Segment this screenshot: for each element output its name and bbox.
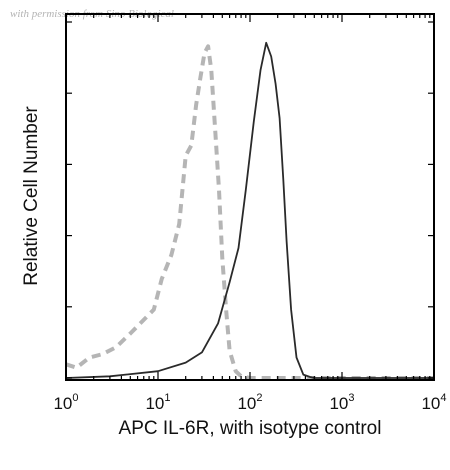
isotype-control-series: [65, 44, 434, 380]
plot-frame: [65, 13, 435, 381]
y-axis-label: Relative Cell Number: [21, 106, 42, 286]
x-tick-label: 104: [421, 392, 446, 413]
x-tick-label: 102: [237, 392, 262, 413]
ticks-layer: 100 101 102 103 104: [53, 14, 447, 413]
x-axis-label: APC IL-6R, with isotype control: [118, 418, 382, 439]
x-tick-label: 103: [329, 392, 354, 413]
x-tick-label: 100: [53, 392, 78, 413]
series-layer: [65, 41, 434, 380]
x-tick-label: 101: [145, 392, 170, 413]
il6r-series: [65, 41, 434, 379]
